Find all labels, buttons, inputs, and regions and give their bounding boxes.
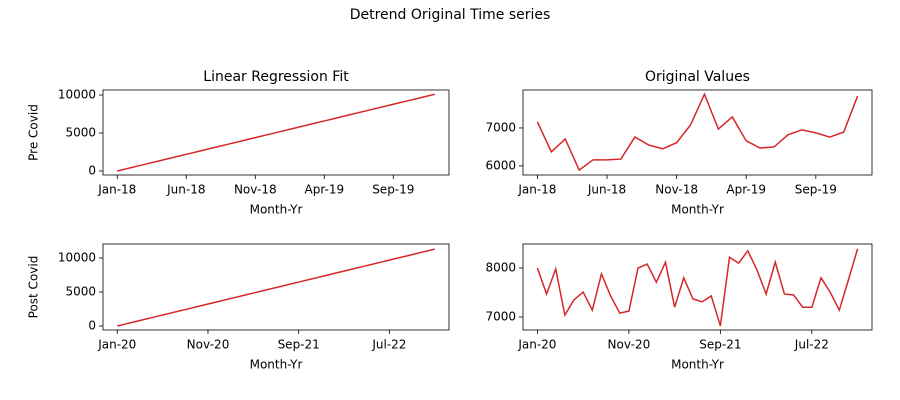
subplot-title: Original Values [645, 69, 750, 85]
subplot: Original Values Month-Yr 6000 7000 Jan-18 Jun… [485, 69, 873, 217]
y-tick-label: 5000 [65, 284, 96, 298]
subplot: Linear Regression Fit Pre Covid Month-Yr 0 5… [27, 69, 450, 217]
y-tick-label: 0 [88, 163, 96, 177]
x-tick-label: Jul-22 [371, 338, 406, 352]
y-tick-label: 8000 [485, 261, 516, 275]
y-tick-label: 0 [88, 318, 96, 332]
axes-frame [522, 89, 873, 176]
figure-title: Detrend Original Time series [350, 7, 551, 23]
x-tick-label: Apr-19 [726, 183, 766, 197]
x-axis-label: Month-Yr [671, 358, 724, 372]
y-tick-label: 7000 [485, 120, 516, 134]
x-tick-label: Jul-22 [794, 338, 829, 352]
x-tick-label: Jan-18 [517, 183, 556, 197]
x-tick-label: Sep-21 [278, 338, 320, 352]
x-axis-label: Month-Yr [250, 203, 303, 217]
x-axis-label: Month-Yr [250, 358, 303, 372]
axes-frame [102, 243, 450, 331]
y-axis-label: Pre Covid [27, 104, 41, 161]
axes-frame [102, 89, 450, 176]
y-tick-label: 6000 [485, 158, 516, 172]
x-tick-label: Jan-20 [517, 338, 556, 352]
x-tick-label: Jan-20 [97, 338, 136, 352]
x-tick-label: Nov-20 [187, 338, 230, 352]
x-tick-label: Jan-18 [97, 183, 136, 197]
x-tick-label: Nov-20 [608, 338, 651, 352]
y-tick-label: 10000 [58, 88, 96, 102]
x-tick-label: Nov-18 [234, 183, 277, 197]
data-line [536, 248, 859, 327]
y-tick-label: 5000 [65, 125, 96, 139]
data-line [117, 248, 435, 327]
data-line [117, 93, 435, 172]
x-tick-label: Apr-19 [305, 183, 345, 197]
axes-frame [522, 243, 873, 331]
x-tick-label: Nov-18 [655, 183, 698, 197]
subplot-title: Linear Regression Fit [203, 69, 349, 85]
x-tick-label: Sep-19 [795, 183, 837, 197]
x-tick-label: Jun-18 [587, 183, 626, 197]
x-axis-label: Month-Yr [671, 203, 724, 217]
subplot: Post Covid Month-Yr 0 5000 10000 Jan-20 Nov-20… [27, 243, 450, 372]
subplot: Month-Yr 7000 8000 Jan-20 Nov-20 Sep-21 Jul-22 [485, 243, 873, 372]
y-tick-label: 7000 [485, 310, 516, 324]
y-axis-label: Post Covid [27, 256, 41, 319]
data-line [536, 92, 859, 172]
y-tick-label: 10000 [58, 251, 96, 265]
x-tick-label: Sep-21 [699, 338, 741, 352]
x-tick-label: Sep-19 [372, 183, 414, 197]
x-tick-label: Jun-18 [166, 183, 205, 197]
